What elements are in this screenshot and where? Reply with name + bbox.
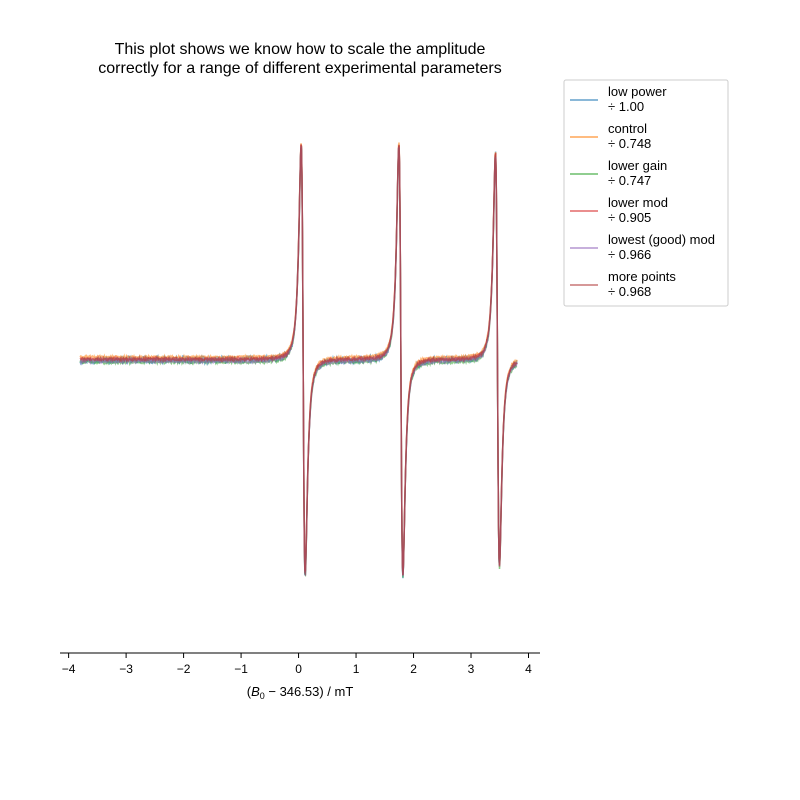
legend-label-6-line-2: ÷ 0.968: [608, 284, 651, 299]
x-tick-label: −4: [62, 662, 76, 676]
legend-label-3-line-1: lower gain: [608, 158, 667, 173]
x-axis-label-symbol: B: [251, 684, 260, 699]
legend-label-2-line-1: control: [608, 121, 647, 136]
x-tick-label: −3: [119, 662, 133, 676]
legend-label-1-line-2: ÷ 1.00: [608, 99, 644, 114]
legend-label-2-line-2: ÷ 0.748: [608, 136, 651, 151]
x-axis-label: (B0 − 346.53) / mT: [247, 684, 354, 701]
x-tick-label: 4: [525, 662, 532, 676]
chart-title-line-1: This plot shows we know how to scale the…: [115, 41, 486, 58]
legend-label-5-line-2: ÷ 0.966: [608, 247, 651, 262]
legend-label-5-line-1: lowest (good) mod: [608, 232, 715, 247]
series-line-6: [79, 144, 518, 577]
x-tick-label: 1: [353, 662, 360, 676]
x-tick-label: 2: [410, 662, 417, 676]
legend-frame: [563, 79, 729, 307]
legend-label-3-line-2: ÷ 0.747: [608, 173, 651, 188]
x-axis: −4 −3 −2 −1 0 1 2 3 4 (B0 − 346.53) / mT: [60, 652, 540, 701]
x-axis-label-subscript: 0: [260, 691, 265, 701]
x-axis-label-rest: − 346.53) / mT: [265, 684, 354, 699]
x-tick-label: −2: [177, 662, 191, 676]
x-tick-label: −1: [234, 662, 248, 676]
x-ticks: −4 −3 −2 −1 0 1 2 3 4: [62, 653, 532, 676]
chart-title-line-2: correctly for a range of different exper…: [98, 60, 501, 77]
x-tick-label: 0: [295, 662, 302, 676]
legend-label-1-line-1: low power: [608, 84, 667, 99]
x-axis-label-open: (: [247, 684, 252, 699]
plot-area: [79, 142, 518, 579]
legend-label-6-line-1: more points: [608, 269, 676, 284]
x-tick-label: 3: [468, 662, 475, 676]
legend-label-4-line-1: lower mod: [608, 195, 668, 210]
legend-label-4-line-2: ÷ 0.905: [608, 210, 651, 225]
series-group: [79, 142, 518, 579]
